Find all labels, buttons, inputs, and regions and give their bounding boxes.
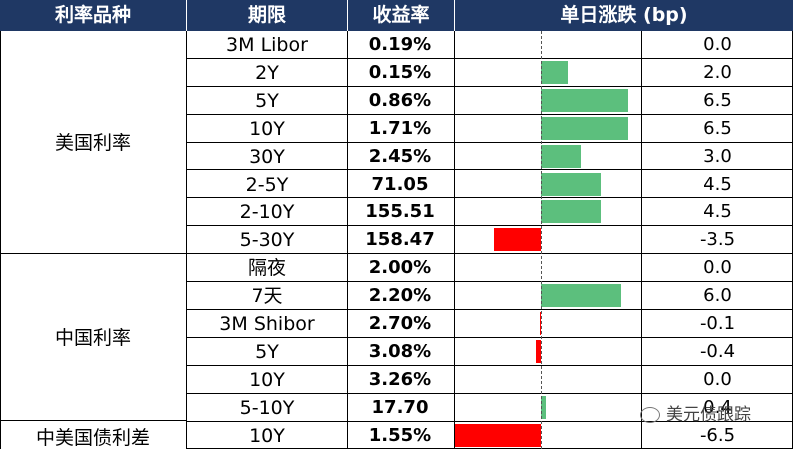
group-us-rates: 美国利率: [54, 132, 131, 154]
change-bar: [541, 395, 547, 419]
yield-cell: 0.86%: [368, 89, 432, 111]
zero-axis: [541, 31, 542, 449]
border-yield: [454, 31, 455, 449]
change-bar: [541, 172, 602, 196]
change-cell: 6.0: [703, 285, 732, 307]
change-bar: [535, 339, 541, 363]
change-cell: -6.5: [699, 424, 736, 446]
yield-cell: 3.08%: [368, 340, 432, 362]
change-cell: -0.1: [699, 313, 736, 334]
table-row: 2-5Y 71.05 4.5: [187, 171, 793, 199]
term-cell: 5Y: [255, 340, 279, 363]
yield-cell: 2.70%: [368, 313, 432, 334]
change-bar: [541, 200, 602, 224]
table-row: 2Y 0.15% 2.0: [187, 59, 793, 87]
table-row: 5-10Y 17.70 0.4: [187, 394, 793, 422]
table-row: 10Y 3.26% 0.0: [187, 366, 793, 394]
term-cell: 5-10Y: [239, 396, 295, 419]
border-term: [347, 31, 348, 449]
term-cell: 3M Libor: [226, 34, 308, 56]
yield-cell: 1.55%: [368, 424, 432, 446]
header-divider: [347, 0, 348, 31]
change-bar: [494, 228, 541, 252]
header-divider: [186, 0, 187, 31]
table-row: 7天 2.20% 6.0: [187, 282, 793, 310]
table-row: 3M Shibor 2.70% -0.1: [187, 310, 793, 338]
table-row: 5Y 3.08% -0.4: [187, 338, 793, 366]
table-row: 10Y 1.71% 6.5: [187, 115, 793, 143]
term-cell: 隔夜: [247, 257, 286, 280]
term-cell: 10Y: [249, 424, 285, 447]
change-bar: [453, 423, 541, 447]
border-category: [186, 31, 187, 449]
table-row: 5Y 0.86% 6.5: [187, 87, 793, 115]
table-row: 5-30Y 158.47 -3.5: [187, 226, 793, 255]
yield-cell: 155.51: [365, 201, 435, 223]
yield-cell: 17.70: [371, 396, 429, 418]
term-cell: 10Y: [249, 117, 285, 140]
term-cell: 2-10Y: [239, 201, 295, 224]
change-bar: [541, 60, 568, 84]
border-bar: [641, 31, 642, 449]
border-left: [0, 31, 1, 449]
yield-cell: 158.47: [365, 229, 435, 251]
term-cell: 2-5Y: [245, 173, 289, 196]
header-divider: [454, 0, 455, 31]
header-yield: 收益率: [372, 4, 430, 26]
term-cell: 7天: [251, 285, 283, 308]
change-cell: 4.5: [703, 201, 732, 223]
yield-cell: 2.00%: [368, 257, 432, 279]
header-change: 单日涨跌 (bp): [560, 4, 688, 26]
yield-cell: 0.19%: [368, 34, 432, 55]
yield-cell: 3.26%: [368, 368, 432, 390]
header-term: 期限: [247, 4, 286, 26]
table-row: 2-10Y 155.51 4.5: [187, 198, 793, 227]
yield-cell: 0.15%: [368, 61, 432, 83]
change-cell: 6.5: [703, 89, 732, 111]
change-cell: 2.0: [703, 61, 732, 83]
change-cell: 0.0: [703, 368, 732, 390]
change-cell: 0.4: [703, 396, 732, 418]
table-row: 10Y 1.55% -6.5: [187, 422, 793, 450]
table-header: 利率品种 期限 收益率 单日涨跌 (bp): [0, 0, 793, 31]
change-cell: 0.0: [703, 257, 732, 279]
change-cell: 3.0: [703, 145, 732, 167]
yield-cell: 71.05: [371, 173, 429, 195]
change-bar: [541, 144, 582, 168]
term-cell: 3M Shibor: [219, 313, 315, 335]
change-cell: 0.0: [703, 34, 732, 55]
table-row: 3M Libor 0.19% 0.0: [187, 31, 793, 59]
group-divider: [0, 420, 187, 421]
yield-cell: 2.45%: [368, 145, 432, 167]
change-bar: [541, 284, 622, 308]
wechat-icon: [640, 407, 660, 423]
group-china-rates: 中国利率: [54, 327, 131, 349]
watermark: 美元债跟踪: [640, 402, 751, 428]
change-cell: -0.4: [699, 340, 736, 362]
group-spread: 中美国债利差: [35, 427, 150, 449]
group-divider: [0, 253, 187, 254]
yield-cell: 2.20%: [368, 285, 432, 307]
term-cell: 10Y: [249, 368, 285, 391]
change-bar: [541, 88, 629, 112]
watermark-text: 美元债跟踪: [666, 405, 751, 425]
term-cell: 5-30Y: [239, 229, 295, 252]
term-cell: 30Y: [249, 145, 285, 168]
change-cell: 4.5: [703, 173, 732, 195]
header-category: 利率品种: [54, 4, 131, 26]
change-bar: [539, 312, 542, 335]
term-cell: 2Y: [255, 61, 279, 84]
table-row: 隔夜 2.00% 0.0: [187, 254, 793, 283]
yield-cell: 1.71%: [368, 117, 432, 139]
table-row: 30Y 2.45% 3.0: [187, 143, 793, 171]
change-bar: [541, 116, 629, 140]
change-cell: -3.5: [699, 229, 736, 251]
term-cell: 5Y: [255, 89, 279, 112]
change-cell: 6.5: [703, 117, 732, 139]
